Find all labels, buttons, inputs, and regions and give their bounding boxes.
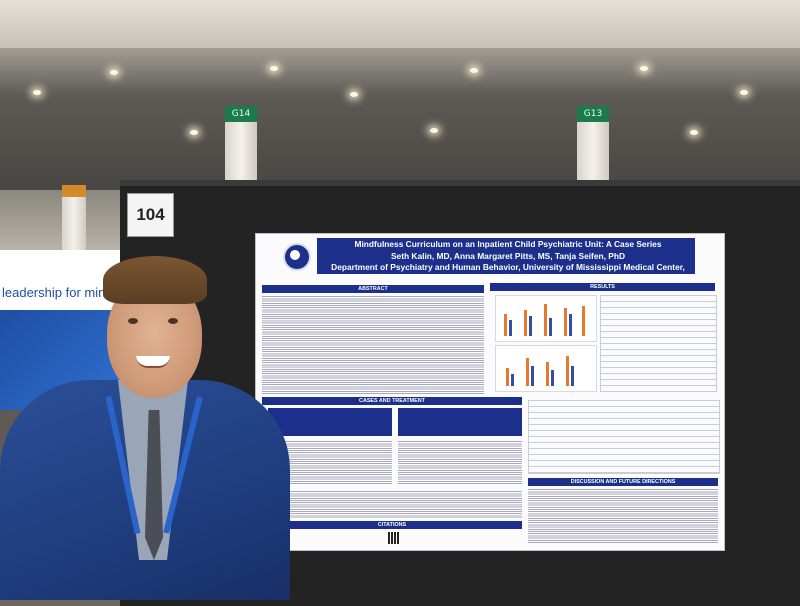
treatment-text — [268, 490, 522, 518]
case-two-text — [398, 440, 522, 485]
ceiling-light — [350, 92, 358, 97]
eye — [128, 318, 138, 324]
poster-title-block: Mindfulness Curriculum on an Inpatient C… — [323, 239, 693, 285]
results-table-two — [528, 400, 720, 474]
poster-affiliation: Department of Psychiatry and Human Behav… — [331, 262, 685, 284]
poster-authors: Seth Kalin, MD, Anna Margaret Pitts, MS,… — [390, 250, 626, 261]
banner-text: leadership for mind — [2, 285, 113, 300]
ceiling-light — [740, 90, 748, 95]
chart-bar — [529, 316, 532, 336]
case-two-box — [398, 408, 522, 436]
ceiling-light — [190, 130, 198, 135]
results-chart-one — [495, 295, 597, 342]
chart-bar — [531, 366, 534, 386]
logo-emblem — [290, 250, 300, 260]
chart-bar — [524, 310, 527, 336]
pillar-sign: G13 — [577, 106, 609, 122]
eye — [168, 318, 178, 324]
chart-bar — [569, 314, 572, 336]
chart-bar — [571, 366, 574, 386]
chart-bar — [511, 374, 514, 386]
hair — [103, 256, 207, 304]
chart-bar — [546, 362, 549, 386]
necktie — [145, 410, 163, 560]
ceiling-light — [110, 70, 118, 75]
chart-bar — [551, 370, 554, 386]
pillar-sign: G14 — [225, 106, 257, 122]
poster-title: Mindfulness Curriculum on an Inpatient C… — [354, 239, 662, 249]
ceiling-light — [430, 128, 438, 133]
results-chart-two — [495, 345, 597, 392]
results-table-one — [600, 295, 717, 392]
discussion-text — [528, 488, 718, 543]
citations-header: CITATIONS — [262, 521, 522, 529]
chart-bar — [582, 306, 585, 336]
abstract-header: ABSTRACT — [262, 285, 484, 293]
results-header: RESULTS — [490, 283, 715, 291]
ceiling-light — [690, 130, 698, 135]
chart-bar — [566, 356, 569, 386]
pillar-sign — [62, 185, 86, 197]
chart-bar — [564, 308, 567, 336]
qr-code — [388, 532, 400, 544]
ceiling-light — [640, 66, 648, 71]
ceiling-light — [33, 90, 41, 95]
chart-bar — [549, 318, 552, 336]
pillar — [225, 120, 257, 180]
smile — [136, 356, 170, 368]
cases-header: CASES AND TREATMENT — [262, 397, 522, 405]
chart-bar — [544, 304, 547, 336]
case-one-box — [268, 408, 392, 436]
chart-bar — [504, 314, 507, 336]
poster-title-bar — [317, 238, 695, 274]
ceiling-beam — [0, 0, 800, 48]
pillar — [577, 120, 609, 180]
chart-bar — [526, 358, 529, 386]
abstract-text — [262, 295, 484, 395]
chart-bar — [506, 368, 509, 386]
pillar — [62, 195, 86, 255]
discussion-header: DISCUSSION AND FUTURE DIRECTIONS — [528, 478, 718, 486]
booth-number: 104 — [127, 193, 174, 237]
ceiling-light — [470, 68, 478, 73]
ceiling-light — [270, 66, 278, 71]
chart-bar — [509, 320, 512, 336]
